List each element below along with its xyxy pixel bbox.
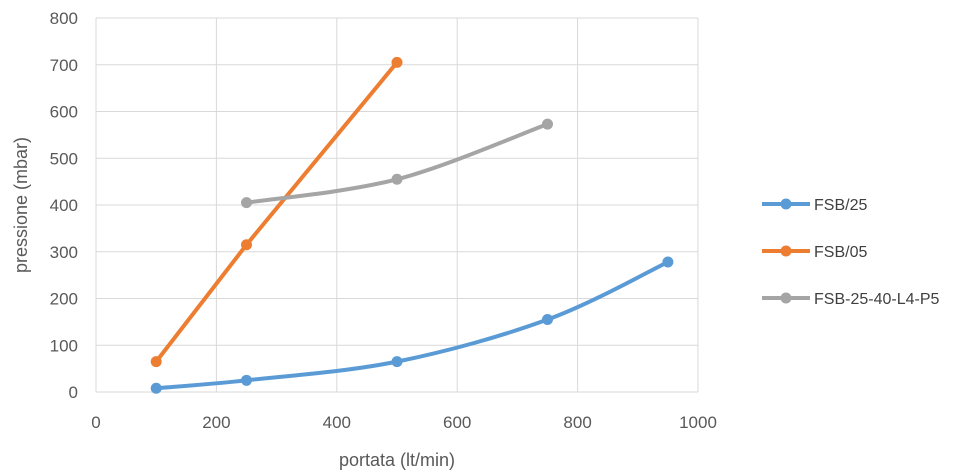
gridlines <box>95 17 699 393</box>
x-tick-label: 1000 <box>679 413 717 432</box>
data-point <box>391 56 403 68</box>
legend-label: FSB/25 <box>814 197 867 214</box>
data-point <box>241 239 252 251</box>
data-point <box>241 374 252 386</box>
legend-swatch-marker <box>780 198 792 210</box>
y-tick-label: 200 <box>50 290 78 309</box>
y-tick-label: 800 <box>50 9 78 28</box>
legend-item: FSB/25 <box>762 197 867 214</box>
y-tick-label: 300 <box>50 243 78 262</box>
y-tick-label: 400 <box>50 196 78 215</box>
x-tick-label: 200 <box>202 413 230 432</box>
legend-item: FSB-25-40-L4-P5 <box>762 291 939 308</box>
y-tick-label: 600 <box>50 103 78 122</box>
legend-swatch-marker <box>780 245 792 257</box>
x-axis-title: portata (lt/min) <box>339 450 455 470</box>
y-axis-ticks: 0 100 200 300 400 500 600 700 800 <box>50 9 78 402</box>
data-point <box>662 256 674 268</box>
x-tick-label: 0 <box>91 413 100 432</box>
series-3 <box>241 118 553 209</box>
legend-label: FSB-25-40-L4-P5 <box>814 291 939 308</box>
data-point <box>241 197 252 209</box>
series-2 <box>150 56 403 368</box>
y-tick-label: 500 <box>50 149 78 168</box>
series-line <box>154 60 399 364</box>
data-point <box>391 356 403 368</box>
y-tick-label: 0 <box>69 383 78 402</box>
series-line <box>154 260 670 391</box>
x-tick-label: 800 <box>563 413 591 432</box>
legend: FSB/25 FSB/05 FSB-25-40-L4-P5 <box>762 197 939 308</box>
data-point <box>150 356 162 368</box>
legend-swatch-marker <box>780 292 792 304</box>
y-tick-label: 100 <box>50 336 78 355</box>
data-point <box>542 314 553 326</box>
data-point <box>542 118 553 130</box>
y-axis-title: pressione (mbar) <box>11 137 31 273</box>
series-layer <box>150 56 674 394</box>
legend-label: FSB/05 <box>814 244 867 261</box>
x-tick-label: 600 <box>443 413 471 432</box>
x-tick-label: 400 <box>323 413 351 432</box>
data-point <box>391 173 403 185</box>
y-tick-label: 700 <box>50 56 78 75</box>
x-axis-ticks: 0 200 400 600 800 1000 <box>91 413 717 432</box>
legend-item: FSB/05 <box>762 244 867 261</box>
data-point <box>150 382 162 394</box>
series-1 <box>150 256 674 394</box>
